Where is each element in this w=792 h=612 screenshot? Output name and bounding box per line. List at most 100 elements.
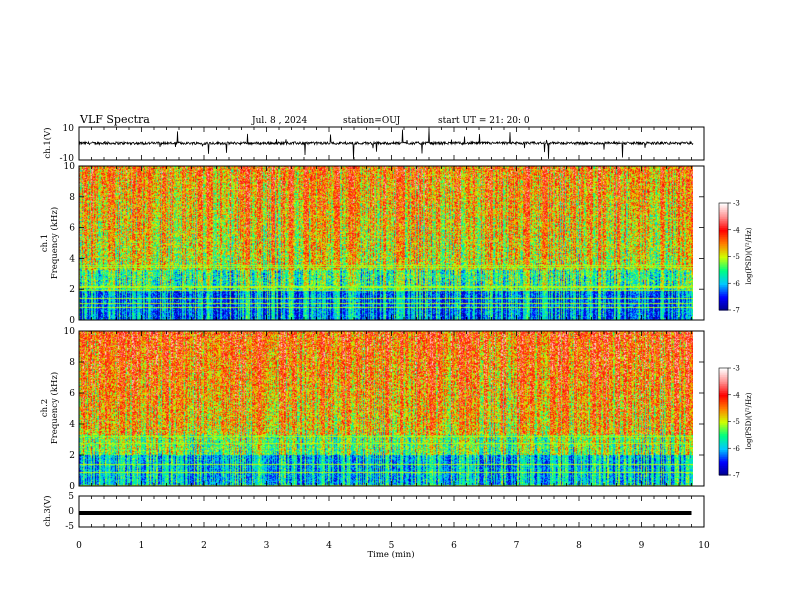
colorbar-cell — [719, 299, 728, 302]
ch1-spec-yticks: 0 2 4 6 8 10 — [64, 162, 704, 326]
ch2-spec-ylabel-freq: Frequency (kHz) — [49, 372, 60, 444]
x-axis-tick-labels: 0 1 2 3 4 5 6 7 8 9 10 — [76, 541, 710, 551]
colorbar-cell — [719, 451, 728, 455]
ytick-label: 0 — [69, 316, 75, 326]
colorbar-cell — [719, 261, 728, 265]
colorbar-cell — [719, 270, 728, 274]
colorbar-cell — [719, 274, 728, 277]
ch2-spec-yticks: 0 2 4 6 8 10 — [64, 327, 704, 492]
ch3-ytick-top: 5 — [68, 492, 74, 502]
spec2-image — [79, 331, 693, 486]
colorbar-cell — [719, 457, 728, 460]
ytick-label: 0 — [69, 482, 75, 492]
panel-ch1-spectrogram: 0 2 4 6 8 10 ch.1 Frequency (kHz) — [40, 162, 705, 326]
colorbar-cell — [719, 290, 728, 293]
colorbar-cell — [719, 471, 728, 474]
colorbar-cell — [719, 414, 728, 417]
colorbar-cell — [719, 435, 728, 439]
colorbar-cell — [719, 409, 728, 412]
colorbar-cell — [719, 206, 728, 209]
colorbar-cell — [719, 417, 728, 421]
colorbar-cell — [719, 380, 728, 383]
colorbar-tick-label: -3 — [733, 200, 740, 208]
xtick-label: 3 — [264, 541, 270, 551]
colorbar-cell — [719, 217, 728, 220]
colorbar-cell — [719, 410, 728, 414]
xtick-label: 10 — [698, 541, 710, 551]
ch1-spectrogram-heatmap — [79, 166, 693, 320]
colorbar-cell — [719, 442, 728, 446]
colorbar-cell — [719, 398, 728, 401]
ch3-ytick-mid: 0 — [68, 507, 74, 517]
colorbar-cell — [719, 222, 728, 225]
colorbar-cell — [719, 283, 728, 286]
ytick-label: 8 — [69, 193, 75, 203]
colorbar-cell — [719, 240, 728, 243]
colorbar-cell — [719, 400, 728, 403]
colorbar-cell — [719, 277, 728, 281]
colorbar-cell — [719, 423, 728, 426]
xtick-label: 7 — [514, 541, 520, 551]
colorbar-tick-label: -6 — [733, 445, 740, 453]
colorbar-ch1-label: log(PSD)(V²/Hz) — [745, 227, 753, 284]
colorbar-cell — [719, 412, 728, 415]
colorbar-ch1-ticks: -3 -4 -5 -6 -7 — [728, 200, 740, 315]
colorbar-cell — [719, 473, 728, 476]
colorbar-cell — [719, 371, 728, 374]
ch1-ytick-top: 10 — [63, 124, 75, 134]
colorbar-cell — [719, 387, 728, 390]
colorbar-cell — [719, 405, 728, 408]
ytick-label: 10 — [64, 162, 76, 172]
colorbar-cell — [719, 464, 728, 467]
colorbar-cell — [719, 428, 728, 432]
colorbar-cell — [719, 403, 728, 407]
x-axis-ticks — [78, 127, 705, 527]
colorbar-cell — [719, 458, 728, 462]
colorbar-cell — [719, 453, 728, 456]
colorbar-cell — [719, 375, 728, 378]
xtick-label: 2 — [201, 541, 207, 551]
colorbar-cell — [719, 446, 728, 449]
colorbar-cell — [719, 295, 728, 299]
colorbar-cell — [719, 247, 728, 250]
colorbar-cell — [719, 419, 728, 423]
colorbar-ch1: -3 -4 -5 -6 -7 log(PSD)(V²/Hz) — [718, 200, 753, 315]
colorbar-cell — [719, 219, 728, 222]
colorbar-ch1-gradient — [719, 203, 728, 311]
colorbar-cell — [719, 256, 728, 259]
colorbar-cell — [719, 252, 728, 256]
colorbar-tick-label: -5 — [733, 418, 740, 426]
colorbar-cell — [719, 306, 728, 309]
colorbar-cell — [719, 439, 728, 442]
colorbar-cell — [719, 455, 728, 458]
colorbar-cell — [719, 450, 728, 453]
colorbar-cell — [719, 433, 728, 437]
ytick-label: 2 — [69, 451, 75, 461]
colorbar-cell — [719, 425, 728, 428]
colorbar-cell — [719, 265, 728, 268]
colorbar-cell — [719, 394, 728, 398]
colorbar-cell — [719, 258, 728, 261]
colorbar-cell — [719, 254, 728, 258]
colorbar-cell — [719, 245, 728, 249]
colorbar-cell — [719, 304, 728, 308]
colorbar-cell — [719, 231, 728, 234]
colorbar-tick-label: -6 — [733, 280, 740, 288]
ch2-spectrogram-heatmap — [79, 331, 693, 486]
colorbar-cell — [719, 203, 728, 206]
colorbar-cell — [719, 227, 728, 231]
colorbar-ch2-ticks: -3 -4 -5 -6 -7 — [728, 365, 740, 480]
ch3-ytick-bottom: -5 — [65, 522, 74, 532]
colorbar-cell — [719, 369, 728, 373]
colorbar-cell — [719, 384, 728, 387]
station-label: station=OUJ — [343, 116, 401, 126]
colorbar-cell — [719, 308, 728, 311]
colorbar-cell — [719, 208, 728, 211]
ch3-ylabel: ch.3(V) — [42, 495, 53, 526]
colorbar-cell — [719, 376, 728, 380]
ch2-spec-ylabel-channel: ch.2 — [40, 399, 50, 417]
colorbar-ch2-label: log(PSD)(V²/Hz) — [745, 392, 753, 449]
colorbar-cell — [719, 469, 728, 473]
ytick-label: 6 — [69, 389, 75, 399]
